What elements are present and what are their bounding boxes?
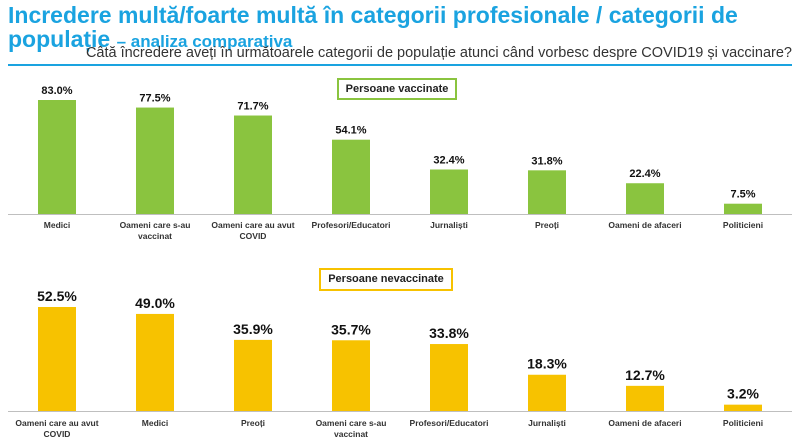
bar xyxy=(332,340,370,411)
bar xyxy=(332,139,370,214)
data-label: 71.7% xyxy=(237,101,268,113)
data-label: 77.5% xyxy=(139,93,170,105)
bar xyxy=(724,203,762,214)
bar xyxy=(234,339,272,411)
category-label: Preoți xyxy=(241,418,265,428)
bar xyxy=(38,307,76,411)
category-label: Preoți xyxy=(535,220,559,230)
bar xyxy=(724,404,762,411)
category-label: Politicieni xyxy=(723,220,763,230)
data-label: 12.7% xyxy=(625,367,665,383)
page-title: Incredere multă/foarte multă în categori… xyxy=(8,3,798,54)
category-label: Jurnaliști xyxy=(430,220,468,230)
bar xyxy=(430,344,468,411)
bar xyxy=(528,170,566,214)
legend-unvaccinated: Persoane nevaccinate xyxy=(319,268,453,291)
category-label: Profesori/Educatori xyxy=(410,418,489,428)
title-divider xyxy=(8,64,792,66)
category-label: Oameni care s-au xyxy=(316,418,387,428)
bar xyxy=(38,100,76,214)
category-label: vaccinat xyxy=(334,429,368,439)
category-label: Oameni care au avut xyxy=(15,418,98,428)
category-label: Oameni care au avut xyxy=(211,220,294,230)
legend-vaccinated: Persoane vaccinate xyxy=(337,78,457,100)
data-label: 7.5% xyxy=(730,189,755,201)
bar xyxy=(626,385,664,411)
data-label: 18.3% xyxy=(527,356,567,372)
title-sub: – analiza comparativa xyxy=(116,32,293,51)
category-label: Jurnaliști xyxy=(528,418,566,428)
category-label: Medici xyxy=(44,220,70,230)
category-label: COVID xyxy=(240,231,267,241)
chart-vaccinated: 83.0% Medici 77.5% Oameni care s-auvaccinat… xyxy=(8,85,792,241)
data-label: 35.7% xyxy=(331,321,371,337)
category-label: COVID xyxy=(44,429,71,439)
data-label: 3.2% xyxy=(727,386,759,402)
category-label: Oameni de afaceri xyxy=(608,220,681,230)
bar xyxy=(234,115,272,214)
category-label: Politicieni xyxy=(723,418,763,428)
category-label: Oameni care s-au xyxy=(120,220,191,230)
bar xyxy=(626,183,664,214)
category-label: Oameni de afaceri xyxy=(608,418,681,428)
data-label: 35.9% xyxy=(233,321,273,337)
data-label: 33.8% xyxy=(429,325,469,341)
bar xyxy=(136,107,174,214)
data-label: 54.1% xyxy=(335,125,366,137)
bar xyxy=(430,169,468,214)
data-label: 83.0% xyxy=(41,85,72,97)
data-label: 32.4% xyxy=(433,154,464,166)
category-label: Profesori/Educatori xyxy=(312,220,391,230)
data-label: 52.5% xyxy=(37,288,77,304)
bar xyxy=(136,313,174,411)
data-label: 49.0% xyxy=(135,295,175,311)
category-label: Medici xyxy=(142,418,168,428)
survey-question: Câtă încredere aveți în următoarele cate… xyxy=(85,45,792,61)
data-label: 31.8% xyxy=(531,155,562,167)
title-main: Incredere multă/foarte multă în categori… xyxy=(8,2,738,52)
category-label: vaccinat xyxy=(138,231,172,241)
data-label: 22.4% xyxy=(629,168,660,180)
bar xyxy=(528,374,566,411)
